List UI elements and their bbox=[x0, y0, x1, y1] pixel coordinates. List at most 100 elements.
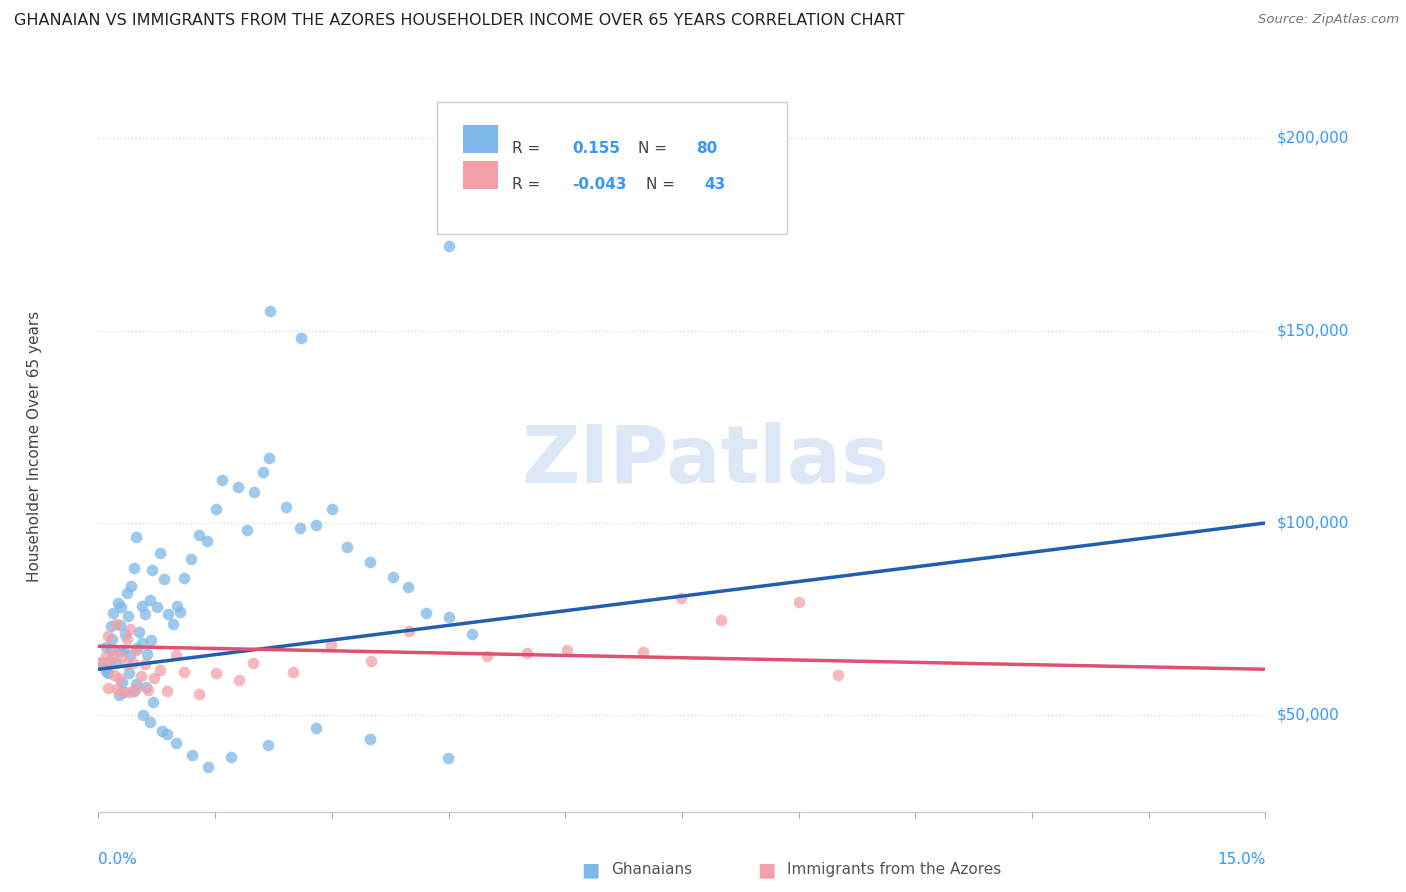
Point bbox=[100, 642, 122, 657]
Point bbox=[118, 648, 141, 663]
Point bbox=[165, 736, 187, 750]
Point bbox=[259, 304, 281, 318]
Point bbox=[156, 727, 179, 741]
Point bbox=[111, 675, 134, 690]
Point bbox=[156, 683, 179, 698]
Point bbox=[142, 695, 165, 709]
Text: Source: ZipAtlas.com: Source: ZipAtlas.com bbox=[1258, 13, 1399, 27]
Point bbox=[141, 563, 163, 577]
Point bbox=[305, 517, 328, 532]
Point bbox=[166, 599, 188, 613]
Text: 0.155: 0.155 bbox=[572, 141, 620, 156]
Point bbox=[437, 751, 460, 765]
Point bbox=[149, 546, 172, 560]
Bar bbox=[463, 161, 498, 189]
Point bbox=[787, 594, 810, 608]
Point bbox=[125, 530, 148, 544]
FancyBboxPatch shape bbox=[437, 103, 787, 234]
Point bbox=[117, 608, 139, 623]
Point bbox=[142, 671, 165, 685]
Text: GHANAIAN VS IMMIGRANTS FROM THE AZORES HOUSEHOLDER INCOME OVER 65 YEARS CORRELAT: GHANAIAN VS IMMIGRANTS FROM THE AZORES H… bbox=[14, 13, 904, 29]
Point bbox=[134, 607, 156, 622]
Point bbox=[122, 684, 145, 698]
Point bbox=[169, 605, 191, 619]
Point bbox=[242, 656, 264, 670]
Text: Ghanaians: Ghanaians bbox=[612, 863, 693, 877]
Point bbox=[114, 627, 136, 641]
Point bbox=[128, 624, 150, 639]
Point bbox=[415, 606, 437, 620]
Point bbox=[125, 677, 148, 691]
Point bbox=[461, 626, 484, 640]
Point bbox=[138, 593, 160, 607]
Point bbox=[97, 629, 120, 643]
Point bbox=[131, 635, 153, 649]
Text: ■: ■ bbox=[756, 860, 776, 880]
Point bbox=[96, 681, 118, 695]
Point bbox=[90, 656, 112, 670]
Point bbox=[127, 641, 149, 656]
Text: 15.0%: 15.0% bbox=[1218, 852, 1265, 867]
Point bbox=[228, 480, 250, 494]
Point bbox=[110, 644, 132, 658]
Point bbox=[319, 638, 342, 652]
Point bbox=[257, 450, 280, 465]
Point bbox=[115, 585, 138, 599]
Point bbox=[105, 616, 128, 631]
Point bbox=[173, 571, 195, 585]
Text: Immigrants from the Azores: Immigrants from the Azores bbox=[787, 863, 1001, 877]
Point bbox=[94, 649, 117, 664]
Point bbox=[188, 528, 211, 542]
Point bbox=[219, 749, 242, 764]
Text: $150,000: $150,000 bbox=[1277, 323, 1348, 338]
Point bbox=[135, 680, 157, 694]
Point bbox=[360, 654, 382, 668]
Point bbox=[180, 552, 202, 566]
Point bbox=[110, 600, 132, 615]
Point bbox=[197, 760, 219, 774]
Point bbox=[321, 502, 343, 516]
Point bbox=[827, 667, 849, 681]
Point bbox=[157, 607, 180, 622]
Point bbox=[110, 618, 132, 632]
Text: 43: 43 bbox=[704, 178, 725, 193]
Point bbox=[290, 521, 312, 535]
Point bbox=[228, 673, 250, 688]
Point bbox=[100, 632, 122, 646]
Point bbox=[274, 500, 297, 515]
Point bbox=[257, 738, 280, 752]
Point bbox=[336, 540, 359, 554]
Point bbox=[359, 731, 381, 746]
Point bbox=[134, 657, 156, 671]
Point bbox=[111, 685, 134, 699]
Point bbox=[120, 579, 142, 593]
Point bbox=[305, 721, 328, 735]
Text: 80: 80 bbox=[696, 141, 717, 156]
Point bbox=[252, 465, 274, 479]
Text: ■: ■ bbox=[581, 860, 600, 880]
Point bbox=[187, 687, 209, 701]
Point bbox=[131, 599, 153, 614]
Point bbox=[105, 681, 128, 696]
Text: $100,000: $100,000 bbox=[1277, 516, 1348, 531]
Point bbox=[145, 599, 167, 614]
Point bbox=[381, 570, 404, 584]
Point bbox=[94, 664, 117, 678]
Point bbox=[242, 484, 264, 499]
Point bbox=[129, 668, 152, 682]
Point bbox=[631, 645, 654, 659]
Point bbox=[162, 617, 184, 632]
Point bbox=[100, 619, 122, 633]
Point bbox=[131, 708, 153, 723]
Point bbox=[97, 665, 120, 680]
Point bbox=[165, 648, 187, 662]
Point bbox=[149, 663, 172, 677]
Point bbox=[104, 656, 127, 670]
Text: Householder Income Over 65 years: Householder Income Over 65 years bbox=[27, 310, 42, 582]
Point bbox=[111, 642, 134, 657]
Point bbox=[136, 647, 159, 661]
Text: R =: R = bbox=[512, 178, 544, 193]
Point bbox=[107, 596, 129, 610]
Point bbox=[122, 561, 145, 575]
Point bbox=[173, 665, 195, 679]
